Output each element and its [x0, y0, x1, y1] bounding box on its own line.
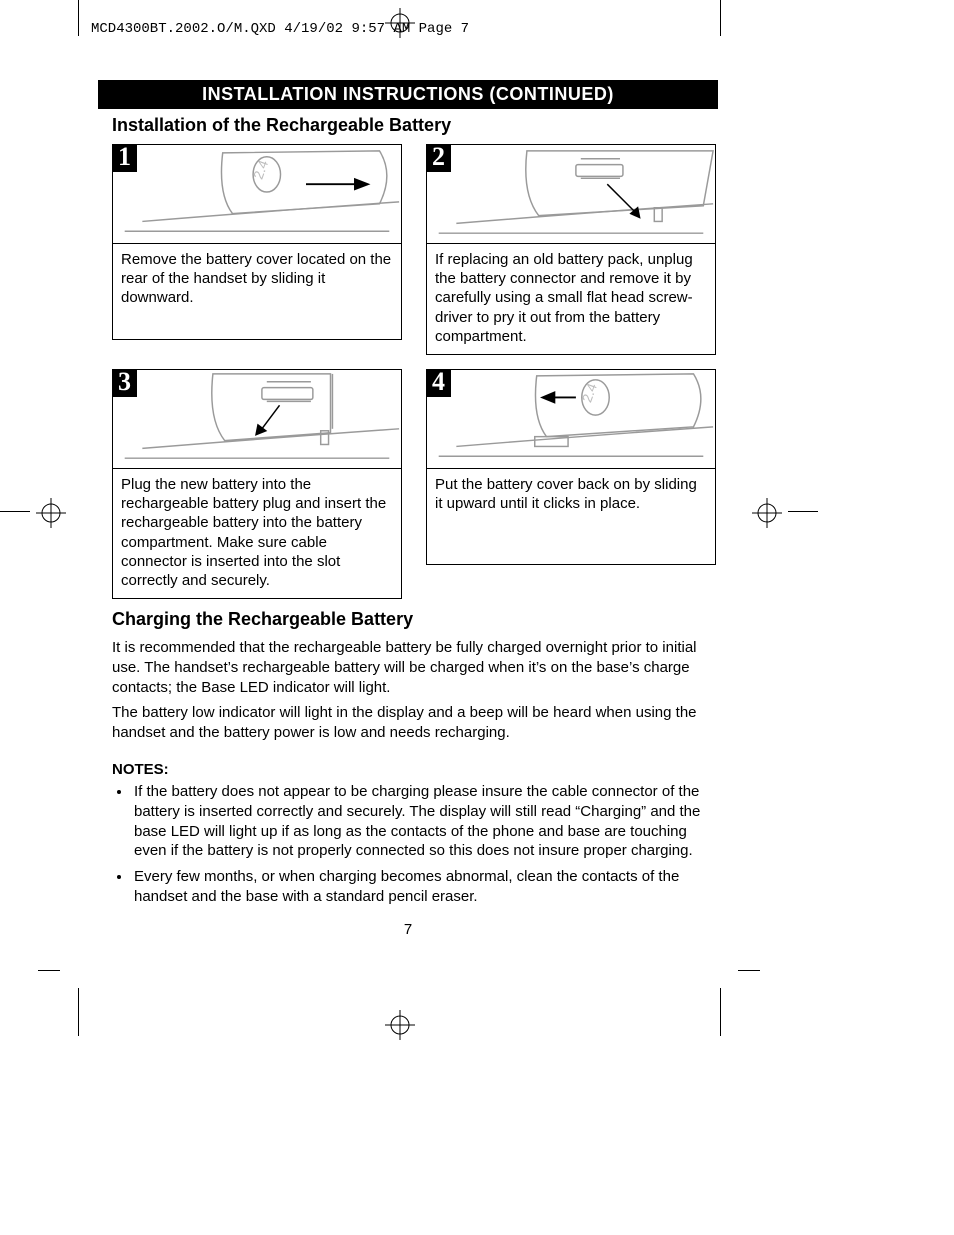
crop-mark — [720, 0, 721, 36]
step-2-number: 2 — [426, 144, 451, 172]
svg-text:2.4: 2.4 — [251, 158, 272, 181]
registration-mark — [385, 1010, 415, 1040]
handset-illustration — [113, 370, 401, 468]
charging-paragraph-2: The battery low indicator will light in … — [112, 703, 718, 743]
step-3-number: 3 — [112, 369, 137, 397]
step-3-figure: 3 — [112, 369, 402, 469]
handset-illustration — [427, 145, 715, 243]
page-number: 7 — [98, 921, 718, 938]
notes-heading: NOTES: — [112, 761, 718, 778]
step-1-text: Remove the battery cover located on the … — [112, 244, 402, 340]
print-header: MCD4300BT.2002.O/M.QXD 4/19/02 9:57 AM P… — [91, 21, 469, 37]
notes-list: If the battery does not appear to be cha… — [132, 782, 718, 907]
step-1-figure: 1 2.4 — [112, 144, 402, 244]
crop-mark — [78, 0, 79, 36]
crop-mark — [738, 970, 760, 971]
step-2-text: If replacing an old battery pack, unplug… — [426, 244, 716, 355]
step-3: 3 — [112, 369, 402, 599]
registration-mark — [36, 498, 66, 528]
step-4-figure: 4 2.4 — [426, 369, 716, 469]
crop-mark — [720, 988, 721, 1036]
step-1: 1 2.4 — [112, 144, 402, 355]
section-heading-installation: Installation of the Rechargeable Battery — [112, 115, 718, 136]
handset-illustration: 2.4 — [113, 145, 401, 243]
crop-mark — [0, 511, 30, 512]
note-item: Every few months, or when charging becom… — [132, 867, 718, 907]
step-2-figure: 2 — [426, 144, 716, 244]
crop-mark — [788, 511, 818, 512]
registration-mark — [752, 498, 782, 528]
step-1-number: 1 — [112, 144, 137, 172]
charging-paragraph-1: It is recommended that the rechargeable … — [112, 638, 718, 697]
step-3-text: Plug the new battery into the rechargeab… — [112, 469, 402, 599]
banner-title: INSTALLATION INSTRUCTIONS (CONTINUED) — [98, 80, 718, 109]
handset-illustration: 2.4 — [427, 370, 715, 468]
note-item: If the battery does not appear to be cha… — [132, 782, 718, 861]
step-2: 2 — [426, 144, 716, 355]
step-4-text: Put the battery cover back on by sliding… — [426, 469, 716, 565]
section-heading-charging: Charging the Rechargeable Battery — [112, 609, 718, 630]
step-4: 4 2.4 — [426, 369, 716, 599]
steps-grid: 1 2.4 — [112, 144, 718, 599]
page-content: INSTALLATION INSTRUCTIONS (CONTINUED) In… — [98, 80, 718, 938]
crop-mark — [38, 970, 60, 971]
step-4-number: 4 — [426, 369, 451, 397]
svg-text:2.4: 2.4 — [579, 381, 600, 404]
crop-mark — [78, 988, 79, 1036]
